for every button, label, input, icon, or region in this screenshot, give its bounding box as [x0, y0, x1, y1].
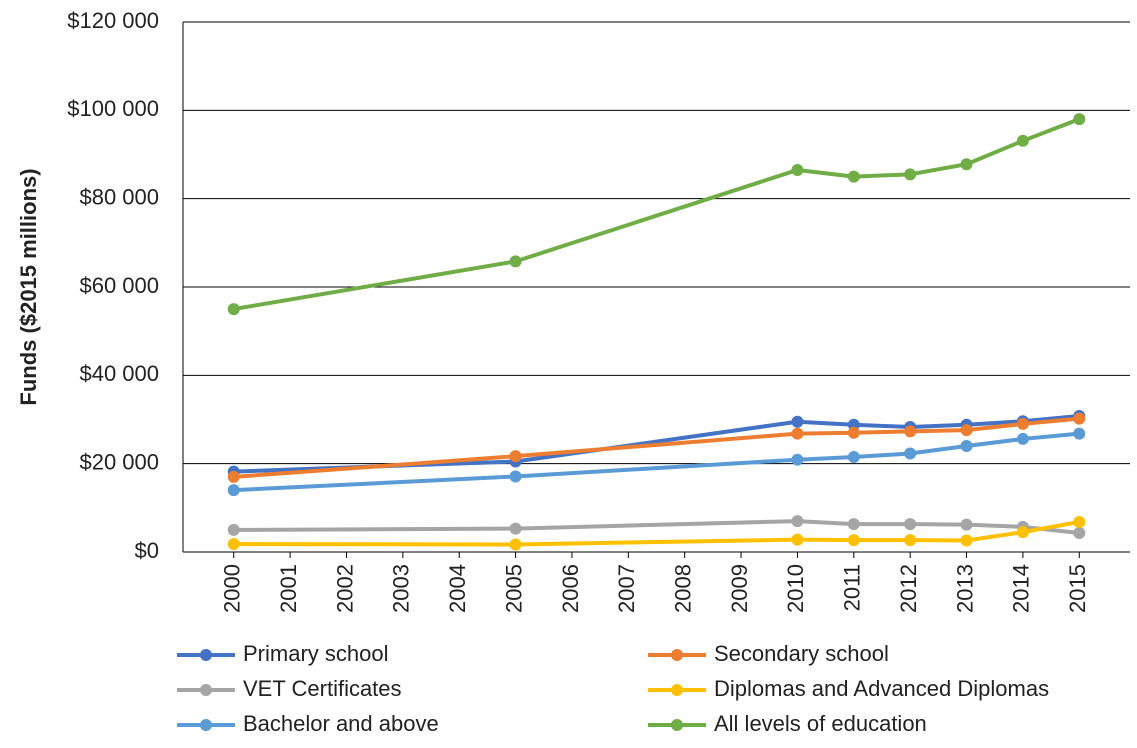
data-point: [847, 534, 860, 547]
legend-label: Bachelor and above: [243, 711, 439, 736]
data-point: [509, 255, 522, 268]
data-point: [509, 470, 522, 483]
series-line: [233, 519, 1080, 547]
x-tick-label: 2011: [840, 564, 865, 611]
data-point: [960, 424, 973, 437]
series-line: [233, 416, 1080, 479]
legend-label: Primary school: [243, 641, 388, 666]
x-tick-label: 2012: [896, 564, 921, 613]
x-tick-label: 2007: [614, 564, 639, 613]
y-tick-label: $20 000: [79, 449, 159, 474]
x-tick-label: 2000: [220, 564, 245, 613]
y-tick-label: $80 000: [79, 184, 159, 209]
legend-marker: [671, 719, 683, 731]
data-point: [227, 523, 240, 536]
legend-marker: [671, 684, 683, 696]
data-point: [847, 451, 860, 464]
data-point: [1016, 134, 1029, 147]
data-point: [1016, 432, 1029, 445]
legend-marker: [200, 719, 212, 731]
data-point: [960, 534, 973, 547]
legend-label: Secondary school: [714, 641, 889, 666]
y-tick-label: $0: [135, 538, 159, 563]
x-tick-label: 2010: [783, 564, 808, 613]
legend-label: Diplomas and Advanced Diplomas: [714, 676, 1049, 701]
data-point: [847, 170, 860, 183]
data-point: [509, 538, 522, 551]
data-point: [847, 518, 860, 531]
data-point: [1073, 427, 1086, 440]
data-point: [960, 158, 973, 171]
legend-label: VET Certificates: [243, 676, 402, 701]
data-point: [1016, 526, 1029, 539]
data-point: [791, 415, 804, 428]
x-tick-label: 2006: [558, 564, 583, 613]
x-tick-label: 2003: [389, 564, 414, 613]
data-point: [791, 453, 804, 466]
data-point: [904, 425, 917, 438]
data-point: [791, 163, 804, 176]
data-point: [227, 484, 240, 497]
x-tick-label: 2009: [727, 564, 752, 613]
legend-label: All levels of education: [714, 711, 927, 736]
y-tick-label: $100 000: [67, 96, 159, 121]
series-line: [233, 117, 1080, 312]
legend-marker: [671, 649, 683, 661]
data-point: [1073, 515, 1086, 528]
series-line: [233, 431, 1080, 493]
data-point: [960, 518, 973, 531]
x-tick-label: 2014: [1009, 564, 1034, 613]
data-point: [904, 534, 917, 547]
data-point: [791, 427, 804, 440]
data-point: [227, 303, 240, 316]
x-tick-label: 2001: [276, 564, 301, 613]
legend-marker: [200, 649, 212, 661]
data-point: [904, 168, 917, 181]
data-point: [509, 522, 522, 535]
data-point: [1073, 412, 1086, 425]
data-point: [227, 470, 240, 483]
x-tick-label: 2002: [332, 564, 357, 613]
data-point: [227, 538, 240, 551]
x-tick-label: 2013: [952, 564, 977, 613]
y-tick-label: $60 000: [79, 273, 159, 298]
data-point: [1073, 527, 1086, 540]
data-point: [847, 426, 860, 439]
data-point: [791, 533, 804, 546]
x-tick-label: 2008: [670, 564, 695, 613]
data-point: [904, 518, 917, 531]
x-tick-label: 2005: [501, 564, 526, 613]
series-line: [233, 413, 1080, 474]
data-point: [904, 447, 917, 460]
data-point: [1073, 113, 1086, 126]
y-tick-label: $120 000: [67, 8, 159, 33]
data-point: [960, 440, 973, 452]
series-line: [233, 519, 1080, 535]
x-tick-label: 2004: [445, 564, 470, 613]
y-axis-label: Funds ($2015 millions): [16, 168, 41, 405]
x-tick-label: 2015: [1065, 564, 1090, 613]
data-point: [1016, 417, 1029, 430]
legend-marker: [200, 684, 212, 696]
data-point: [509, 450, 522, 463]
data-point: [791, 515, 804, 528]
y-tick-label: $40 000: [79, 361, 159, 386]
